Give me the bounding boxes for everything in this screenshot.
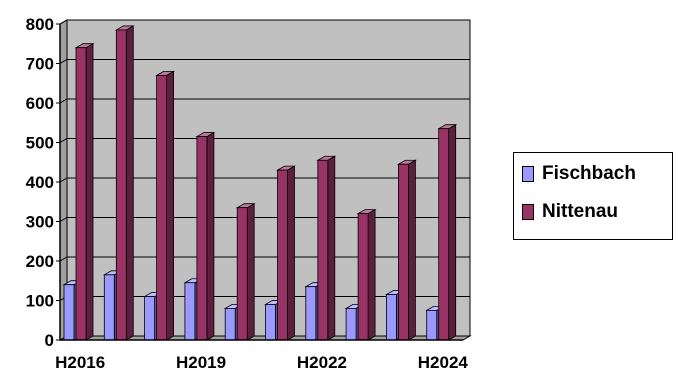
x-tick-label: H2024 [418, 353, 469, 372]
y-tick-label: 600 [26, 94, 54, 113]
gridline [59, 138, 470, 143]
legend-label: Nittenau [542, 201, 618, 222]
gridline [59, 98, 470, 104]
bar-front [196, 136, 208, 341]
bar-front [236, 207, 248, 341]
bar-front [277, 169, 288, 341]
bar-front [385, 294, 397, 341]
bar-side [206, 131, 215, 341]
bar-front [224, 307, 236, 341]
bar-side [85, 43, 94, 341]
bar-front [357, 213, 369, 341]
bar-front [103, 274, 115, 341]
bar-nittenau [437, 123, 458, 341]
legend-swatch-fischbach [522, 166, 534, 182]
bar-side [367, 208, 376, 341]
bar-side [287, 165, 295, 341]
bar-front [438, 128, 450, 341]
gridline [59, 59, 470, 64]
bar-nittenau [316, 155, 337, 341]
bar-front [317, 159, 329, 341]
bar-front [75, 47, 87, 341]
bar-nittenau [74, 43, 95, 341]
y-tick-label: 300 [26, 213, 54, 232]
x-axis-ticks: H2016 H2019 H2022 H2024 [55, 353, 468, 372]
bar-nittenau [275, 165, 297, 341]
bar-side [448, 123, 457, 341]
bar-nittenau [396, 159, 417, 341]
x-tick-label: H2016 [55, 353, 105, 372]
y-tick-label: 500 [26, 134, 54, 153]
y-tick-label: 0 [45, 331, 54, 350]
y-tick-label: 100 [26, 292, 54, 311]
legend-swatch-nittenau [522, 204, 534, 220]
bar-nittenau [356, 208, 377, 341]
bar-front [63, 284, 75, 341]
y-axis-ticks: 0 100 200 300 400 500 600 700 800 [26, 15, 60, 350]
bar-side [246, 202, 255, 341]
bar-nittenau [155, 70, 176, 341]
legend-label: Fischbach [542, 163, 636, 184]
bar-side [125, 25, 134, 341]
bar-nittenau [235, 202, 256, 341]
bar-side [327, 155, 336, 341]
bar-front [184, 282, 196, 341]
gridline [59, 19, 470, 25]
bar-nittenau [195, 131, 216, 341]
legend-item-fischbach: Fischbach [522, 163, 636, 185]
bar-nittenau [114, 25, 135, 341]
bar-side [407, 159, 416, 341]
gridline [59, 256, 470, 262]
bar-front [265, 304, 276, 341]
legend-item-nittenau: Nittenau [522, 201, 618, 223]
bar-front [305, 286, 317, 341]
y-tick-label: 200 [26, 252, 54, 271]
bar-front [426, 309, 438, 341]
x-tick-label: H2019 [176, 353, 226, 372]
legend: Fischbach Nittenau [513, 152, 673, 240]
bar-front [345, 307, 357, 341]
bar-front [115, 29, 127, 341]
y-tick-label: 800 [26, 15, 54, 34]
x-tick-label: H2022 [297, 353, 347, 372]
y-tick-label: 400 [26, 173, 54, 192]
bar-side [166, 70, 175, 341]
gridline [59, 217, 470, 222]
bar-front [397, 163, 409, 341]
gridline [59, 177, 470, 183]
y-tick-label: 700 [26, 55, 54, 74]
bar-front [156, 74, 168, 341]
bar-front [144, 296, 156, 341]
